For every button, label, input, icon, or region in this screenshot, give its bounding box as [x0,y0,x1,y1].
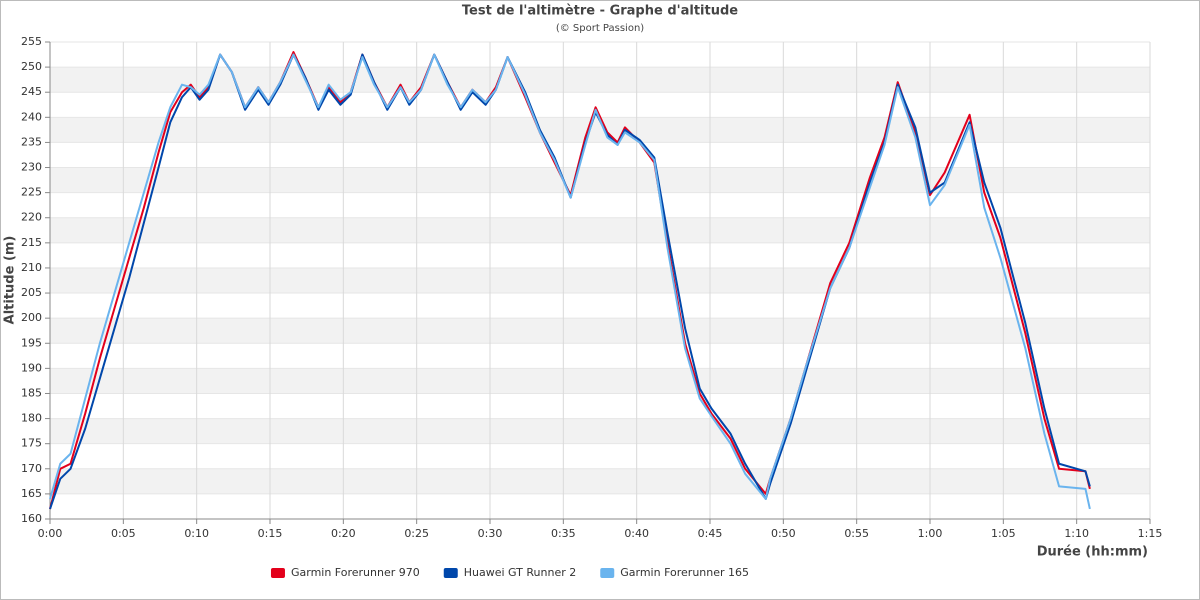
plot-area: 160 165 170 175 180 185 190 195 200 205 210 215 220 2… [21,35,1162,540]
chart-subtitle: (© Sport Passion) [556,23,644,34]
x-tick-label: 0:40 [624,527,649,540]
legend-label: Huawei GT Runner 2 [464,566,577,579]
x-tick-label: 0:05 [111,527,136,540]
legend-label: Garmin Forerunner 970 [291,566,420,579]
legend: Garmin Forerunner 970 Huawei GT Runner 2 G… [270,566,749,579]
y-tick-label: 185 [21,386,42,399]
y-tick-label: 245 [21,85,42,98]
y-tick-label: 235 [21,135,42,148]
y-tick-label: 210 [21,261,42,274]
y-tick-label: 180 [21,412,42,425]
y-tick-label: 165 [21,487,42,500]
y-tick-label: 160 [21,512,42,525]
y-tick-label: 230 [21,161,42,174]
x-tick-label: 1:10 [1064,527,1089,540]
grid-band [50,368,1150,394]
x-axis-label: Durée (hh:mm) [1037,545,1148,560]
x-tick-label: 0:55 [844,527,869,540]
legend-swatch [600,568,615,578]
y-tick-label: 195 [21,336,42,349]
x-tick-label: 0:45 [698,527,723,540]
x-tick-label: 0:10 [184,527,209,540]
legend-swatch [443,568,458,578]
grid-band [50,468,1150,494]
chart-title: Test de l'altimètre - Graphe d'altitude [462,4,738,19]
y-tick-label: 205 [21,286,42,299]
data-line [49,53,1091,510]
x-tick-label: 0:50 [771,527,796,540]
y-tick-label: 240 [21,110,42,123]
x-tick-label: 0:20 [331,527,356,540]
y-axis-label: Altitude (m) [3,236,18,325]
y-tick-label: 255 [21,35,42,48]
y-tick-label: 220 [21,211,42,224]
y-tick-label: 175 [21,437,42,450]
grid-band [50,217,1150,243]
grid-band [50,418,1150,444]
y-tick-label: 170 [21,462,42,475]
x-tick-label: 0:30 [478,527,503,540]
legend-swatch [270,568,285,578]
grid-band [50,167,1150,193]
x-tick-label: 1:05 [991,527,1016,540]
y-tick-label: 215 [21,236,42,249]
legend-label: Garmin Forerunner 165 [620,566,749,579]
y-tick-label: 250 [21,60,42,73]
y-tick-label: 225 [21,186,42,199]
y-tick-label: 200 [21,311,42,324]
x-tick-label: 0:25 [404,527,429,540]
grid-band [50,67,1150,93]
grid-band [50,267,1150,294]
x-tick-label: 1:00 [918,527,943,540]
x-tick-label: 0:35 [551,527,576,540]
x-tick-label: 0:00 [38,527,63,540]
grid-band [50,318,1150,344]
y-tick-label: 190 [21,361,42,374]
x-tick-label: 1:15 [1138,527,1163,540]
x-tick-label: 0:15 [258,527,283,540]
